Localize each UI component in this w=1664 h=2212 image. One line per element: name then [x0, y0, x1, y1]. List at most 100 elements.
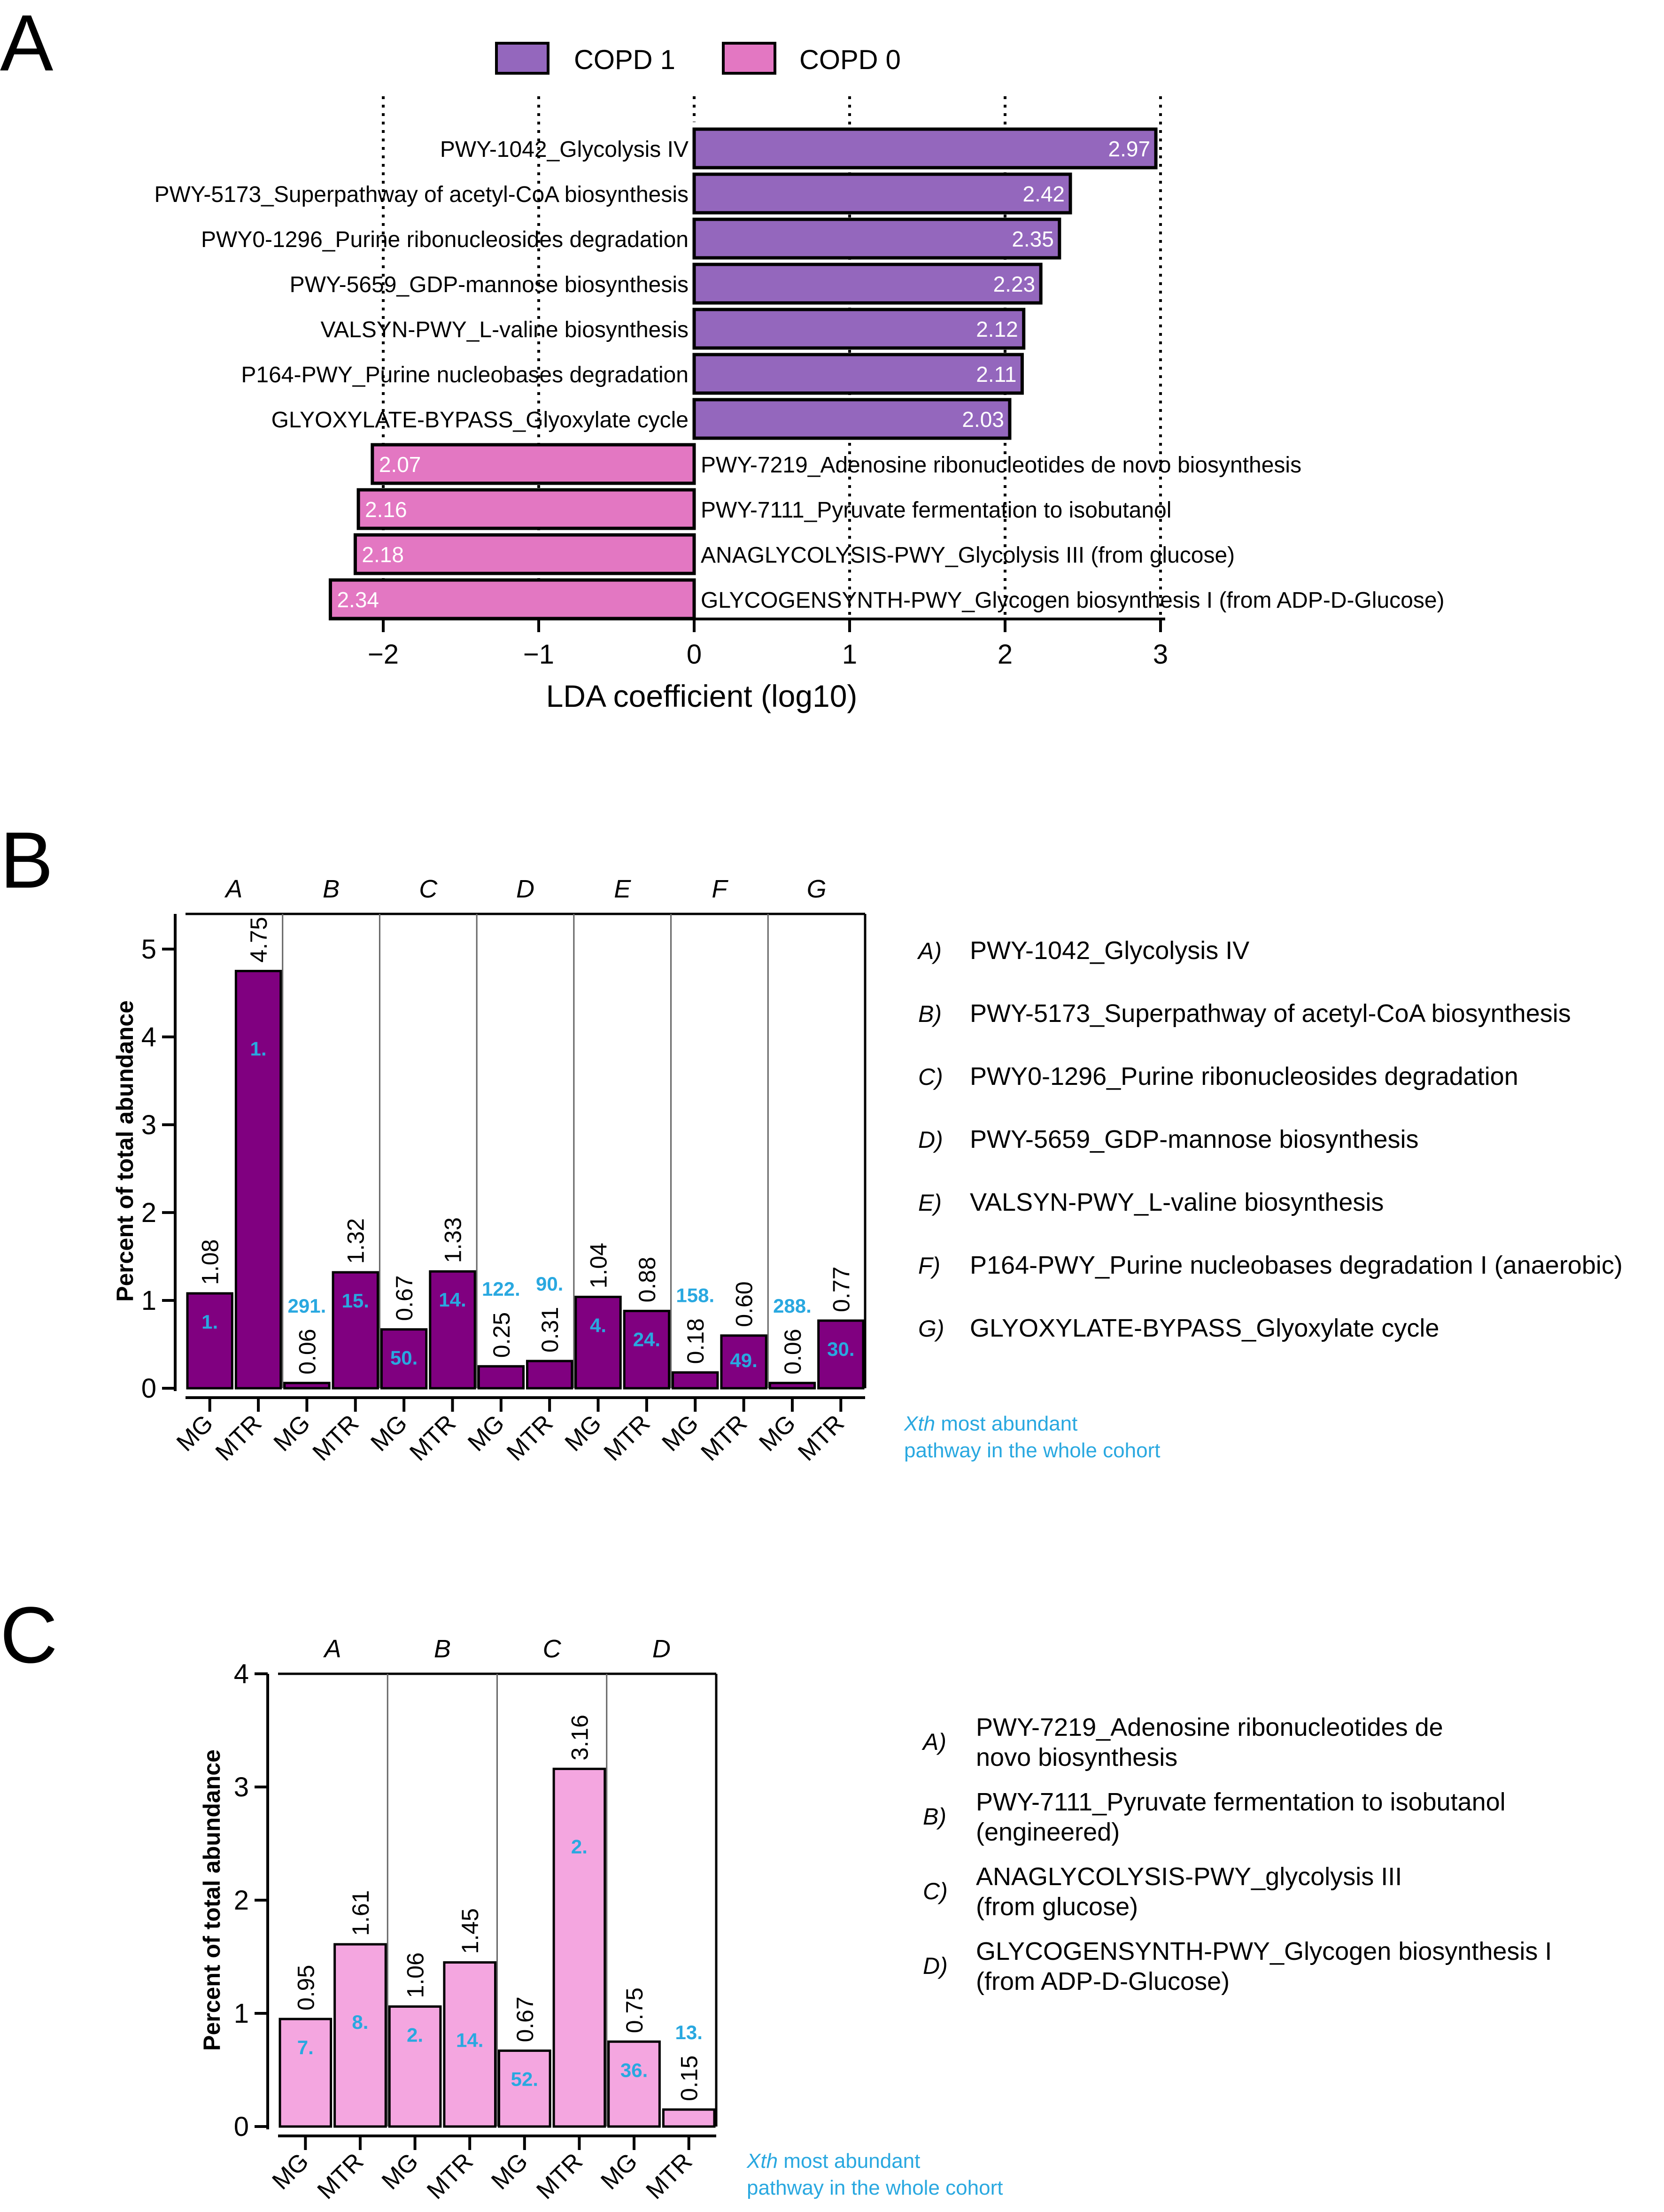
panel-b-bar [186, 1292, 233, 1390]
panel-c-bar-value: 0.75 [621, 1988, 648, 2033]
panel-a-bar-value: 2.18 [362, 542, 404, 567]
panel-b-x-tick-label: MG [657, 1409, 704, 1456]
panel-b-bar [768, 1382, 816, 1390]
panel-a-x-axis-title: LDA coefficient (log10) [546, 679, 858, 713]
panel-c-bar-rank: 36. [620, 2059, 648, 2081]
panel-a-bar-label: PWY-1042_Glycolysis IV [440, 137, 689, 162]
panel-b-bar-value: 0.67 [391, 1275, 418, 1321]
panel-a-bar [328, 578, 696, 620]
panel-c-y-tick-label: 3 [234, 1772, 249, 1802]
legend-label-copd0: COPD 0 [799, 45, 901, 75]
panel-b-bar-rank: 49. [730, 1349, 757, 1371]
panel-a-bar [692, 308, 1026, 350]
panel-a-x-tick-label: 2 [998, 639, 1013, 670]
panel-b-legend-text: PWY-5659_GDP-mannose biosynthesis [970, 1125, 1419, 1153]
panel-b-bar-rank: 1. [201, 1311, 218, 1333]
panel-b-bar [234, 970, 282, 1390]
panel-a-bar [356, 488, 696, 530]
panel-b-bar-value: 0.06 [294, 1329, 320, 1374]
panel-b-bar-rank: 90. [536, 1273, 563, 1295]
panel-c-y-tick-label: 2 [234, 1885, 249, 1916]
panel-a-bar-value: 2.11 [976, 362, 1016, 387]
panel-b-legend-key: B) [918, 1001, 942, 1027]
panel-a-bar-label: VALSYN-PWY_L-valine biosynthesis [321, 317, 689, 342]
panel-b-y-tick-label: 4 [141, 1022, 156, 1052]
panel-b-group-letter: D [516, 875, 534, 903]
panel-a-bar-label: PWY-5173_Superpathway of acetyl-CoA bios… [154, 182, 689, 207]
panel-a-bar-label: GLYOXYLATE-BYPASS_Glyoxylate cycle [271, 408, 689, 433]
panel-b-group-letter: C [419, 875, 438, 903]
panel-b-legend-key: C) [918, 1064, 943, 1090]
panel-b-legend-key: F) [918, 1253, 940, 1279]
legend-swatch-copd1 [495, 42, 550, 75]
panel-b-bar-value: 0.60 [731, 1281, 758, 1327]
panel-b-y-axis-title: Percent of total abundance [112, 1000, 138, 1302]
panel-b-x-tick-label: MG [560, 1409, 607, 1456]
panel-c-legend-key: D) [923, 1953, 948, 1979]
panel-b-bar [672, 1371, 719, 1390]
panel-b-legend-text: PWY-5173_Superpathway of acetyl-CoA bios… [970, 999, 1571, 1028]
panel-b-legend-text: PWY-1042_Glycolysis IV [970, 936, 1249, 965]
panel-a-bar-value: 2.97 [1108, 137, 1151, 161]
panel-a-x-tick-label: 0 [687, 639, 702, 670]
panel-c-note-rest: most abundant [778, 2150, 920, 2173]
panel-c-bar-rank: 52. [511, 2068, 538, 2090]
panel-b-bar-rank: 158. [676, 1284, 714, 1306]
panel-b-bar-value: 1.33 [440, 1217, 466, 1263]
panel-c-bar-rank: 7. [297, 2036, 314, 2058]
panel-a-bar-value: 2.35 [1012, 227, 1054, 251]
panel-b-note-line1: Xth most abundant [904, 1412, 1077, 1435]
panel-b-bar [429, 1270, 476, 1390]
panel-b-y-tick-label: 1 [141, 1285, 156, 1316]
panel-c-legend-text: ANAGLYCOLYSIS-PWY_glycolysis III [976, 1863, 1402, 1891]
panel-b-bar [526, 1360, 573, 1390]
panel-c-bar-value: 0.15 [676, 2056, 703, 2101]
panel-a-bar-label: GLYCOGENSYNTH-PWY_Glycogen biosynthesis … [701, 588, 1445, 613]
panel-b-bar-rank: 14. [439, 1289, 466, 1311]
panel-b-group-letter: G [807, 875, 827, 903]
panel-b-bar-value: 0.06 [780, 1329, 806, 1374]
panel-b-y-tick-label: 5 [141, 934, 156, 965]
panel-c-legend-text: (from ADP-D-Glucose) [976, 1967, 1230, 1995]
panel-c-y-tick-label: 4 [234, 1659, 249, 1689]
panel-c-bar-rank: 8. [352, 2011, 368, 2033]
panel-b-bar-value: 1.04 [586, 1243, 612, 1288]
panel-b-bar [380, 1328, 428, 1390]
panel-b-x-tick-label: MG [171, 1409, 218, 1456]
panel-b-bar [720, 1334, 767, 1390]
panel-c-bar-value: 0.95 [293, 1965, 319, 2011]
panel-c-y-axis-title: Percent of total abundance [199, 1749, 225, 2051]
panel-b-x-tick-label: MTR [308, 1409, 364, 1466]
panel-b-bar [332, 1271, 379, 1390]
panel-c-bar-value: 3.16 [566, 1715, 593, 1760]
panel-c-legend-key: A) [921, 1729, 946, 1755]
panel-c-legend-key: C) [923, 1878, 948, 1904]
panel-a-bar-label: PWY-7111_Pyruvate fermentation to isobut… [701, 498, 1171, 523]
panel-c-group-letter: B [434, 1635, 451, 1663]
panel-b-bar-value: 1.32 [343, 1218, 369, 1264]
panel-b-bar [283, 1382, 331, 1390]
panel-a-bar [692, 217, 1061, 260]
panel-a-bar-value: 2.12 [976, 317, 1018, 341]
panel-c-bar [333, 1943, 387, 2128]
panel-c-x-tick-label: MTR [641, 2148, 698, 2204]
panel-c-x-tick-label: MG [267, 2148, 314, 2195]
panel-c-x-tick-label: MG [377, 2148, 424, 2195]
panel-c-bar [552, 1767, 606, 2128]
panel-b-bar-rank: 15. [342, 1290, 369, 1312]
panel-b-bar-rank: 24. [633, 1328, 660, 1350]
panel-c-bar [607, 2040, 661, 2128]
panel-a-bar [692, 263, 1043, 305]
panel-c-legend-text: PWY-7111_Pyruvate fermentation to isobut… [976, 1788, 1506, 1816]
panel-b-legend-key: A) [917, 938, 942, 964]
panel-b-x-tick-label: MG [269, 1409, 316, 1456]
panel-c-bar [388, 2005, 442, 2128]
panel-b-legend-text: GLYOXYLATE-BYPASS_Glyoxylate cycle [970, 1314, 1439, 1342]
panel-b-letter: B [0, 816, 53, 905]
panel-b-y-tick-label: 0 [141, 1373, 156, 1404]
panel-b-bar-rank: 50. [390, 1347, 418, 1369]
panel-b-x-tick-label: MTR [502, 1409, 558, 1466]
panel-b-legend-key: G) [918, 1315, 944, 1342]
panel-c-bar-value: 1.06 [402, 1952, 429, 1998]
panel-b-bar [477, 1365, 525, 1390]
